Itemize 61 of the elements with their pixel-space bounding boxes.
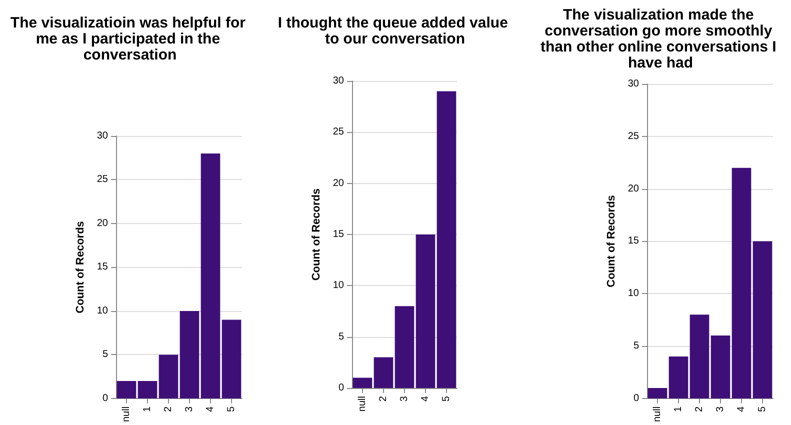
y-axis-title: Count of Records [310, 188, 322, 281]
y-tick-label: 20 [628, 183, 640, 194]
bar [180, 310, 200, 398]
y-tick-label: 5 [338, 331, 344, 342]
y-tick-label: 5 [102, 349, 108, 360]
x-tick-label: null [121, 406, 132, 422]
y-tick-label: 20 [96, 218, 108, 229]
y-tick-label: 20 [332, 178, 344, 189]
y-tick-label: 25 [96, 174, 108, 186]
x-tick-label: null [357, 396, 368, 412]
bar [668, 356, 688, 398]
x-tick-label: 2 [378, 396, 389, 402]
x-tick-label: 1 [142, 406, 153, 412]
bar [648, 388, 668, 398]
x-tick-label: 4 [205, 406, 216, 412]
y-tick-label: 0 [633, 392, 640, 404]
y-axis-title: Count of Records [606, 195, 618, 288]
x-tick-label: 5 [757, 406, 768, 412]
x-tick-label: 5 [226, 406, 237, 412]
chart-title: The visualizatioin was helpful for me as I participated in the conversation [10, 14, 250, 64]
bar [752, 241, 772, 398]
bar [374, 357, 394, 388]
bar [158, 354, 178, 398]
y-tick-label: 10 [96, 305, 108, 316]
x-tick-label: 1 [673, 406, 684, 412]
y-tick-label: 5 [633, 340, 640, 352]
x-tick-label: 2 [694, 406, 705, 412]
bar [138, 380, 158, 398]
y-tick-label: 15 [628, 236, 640, 247]
y-tick-label: 30 [628, 78, 640, 90]
bar [732, 168, 752, 398]
bar [710, 336, 730, 398]
bar [352, 378, 372, 388]
bar [394, 306, 414, 388]
x-tick-label: null [652, 406, 663, 422]
y-tick-label: 10 [628, 288, 640, 300]
y-tick-label: 0 [102, 392, 108, 404]
x-tick-label: 3 [184, 406, 195, 412]
y-tick-label: 30 [332, 76, 344, 86]
y-tick-label: 15 [332, 229, 344, 240]
y-tick-label: 15 [96, 262, 108, 273]
x-tick-label: 3 [715, 406, 726, 412]
chart-title: I thought the queue added value to our conversation [278, 14, 512, 48]
x-tick-label: 5 [441, 396, 452, 402]
bar [222, 320, 242, 398]
chart-title: The visualization made the conversation go more smoothly than other online conversations I have had [540, 6, 781, 72]
y-tick-label: 0 [338, 382, 344, 394]
x-tick-label: 3 [399, 396, 410, 402]
y-tick-label: 10 [332, 280, 344, 292]
x-tick-label: 2 [163, 406, 174, 412]
x-tick-label: 4 [736, 406, 747, 412]
x-tick-label: 4 [420, 396, 431, 402]
y-axis-title: Count of Records [74, 221, 86, 314]
y-tick-label: 30 [96, 130, 108, 142]
y-tick-label: 25 [332, 126, 344, 138]
y-tick-label: 25 [628, 130, 640, 142]
bar [690, 314, 710, 398]
bar [436, 91, 456, 388]
bar [116, 380, 136, 398]
bar [200, 153, 220, 398]
bar [416, 234, 436, 388]
